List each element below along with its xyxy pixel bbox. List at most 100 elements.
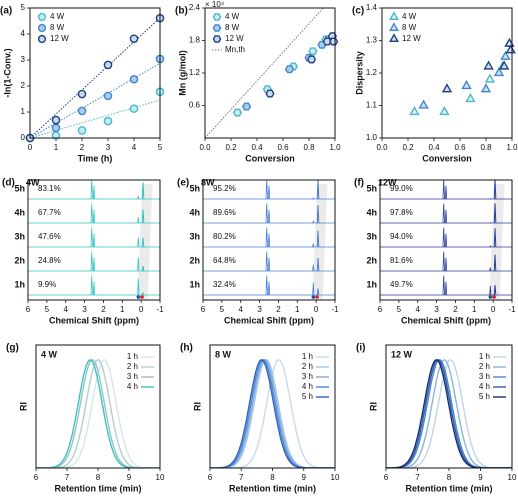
time-label: 2h: [14, 255, 25, 265]
marker-dot: [488, 295, 493, 299]
panel-label: (b): [175, 6, 188, 17]
x-tick-label: 9: [302, 473, 307, 482]
legend-label: 4 W: [50, 12, 65, 21]
legend-label: 2 h: [127, 362, 138, 371]
data-point: [465, 93, 476, 103]
data-point: [103, 91, 113, 101]
data-point: [265, 89, 275, 98]
monomer-peak: [137, 237, 140, 248]
conversion-label: 9.9%: [38, 280, 56, 289]
spectrum-peak: [265, 251, 271, 272]
x-tick-label: 2: [453, 305, 458, 314]
spectrum-peak: [265, 227, 271, 248]
conversion-label: 64.8%: [213, 256, 236, 265]
marker-dot: [492, 295, 496, 299]
product-peak: [493, 254, 497, 272]
frame: [204, 7, 336, 139]
gpc-curve: [386, 359, 512, 468]
marker-dot: [311, 295, 316, 299]
x-tick-label: 2: [101, 305, 106, 314]
data-point: [51, 123, 61, 133]
time-label: 3h: [366, 231, 377, 241]
y-tick-label: 0: [21, 133, 26, 142]
fit-line: [30, 62, 160, 138]
legend-label: 8 W: [50, 23, 65, 32]
frame: [35, 344, 161, 469]
marker-dot: [140, 295, 144, 299]
legend-label: 2 h: [302, 362, 313, 371]
panel-label: (g): [6, 343, 19, 354]
legend-label: 5 h: [479, 392, 490, 401]
data-point: [500, 50, 511, 60]
gpc-curve: [36, 359, 160, 468]
fit-line: [30, 17, 160, 138]
x-tick-label: 10: [331, 473, 340, 482]
x-axis-label: Conversion: [422, 153, 472, 163]
panel-label: (i): [356, 343, 365, 354]
data-point: [493, 67, 505, 77]
legend-marker: [389, 11, 399, 21]
monomer-peak: [489, 245, 492, 248]
legend-label: 4 h: [127, 382, 138, 391]
y-tick-label: 4: [21, 29, 26, 38]
monomer-peak: [312, 243, 315, 248]
y-tick-label: 1.8: [189, 36, 201, 45]
gpc-curve: [386, 359, 512, 468]
x-tick-label: 0.6: [277, 143, 289, 152]
data-point: [129, 104, 139, 113]
time-label: 1h: [14, 279, 25, 289]
legend-marker: [37, 12, 47, 22]
legend-marker: [37, 23, 47, 33]
spectrum-peak: [442, 180, 448, 200]
data-point: [103, 116, 113, 126]
legend-label: 3 h: [479, 372, 490, 381]
frame: [29, 7, 161, 139]
y-tick-label: 1.4: [366, 3, 378, 12]
legend-marker: [212, 13, 222, 21]
x-tick-label: 6: [201, 305, 206, 314]
spectrum-peak: [90, 251, 96, 272]
y-tick-label: 1.2: [189, 68, 201, 77]
x-tick-label: 8: [270, 473, 275, 482]
conversion-label: 67.7%: [38, 208, 61, 217]
product-peak: [493, 285, 497, 296]
y-tick-label: 1: [21, 107, 26, 116]
axis-multiplier: × 10⁴: [205, 0, 225, 9]
y-tick-label: 1.0: [366, 133, 378, 142]
x-tick-label: 0.2: [402, 143, 414, 152]
gpc-curve: [386, 359, 512, 468]
spectrum-peak: [265, 203, 271, 224]
conversion-label: 80.2%: [213, 232, 236, 241]
spectrum-peak: [442, 251, 448, 272]
time-label: 5h: [14, 183, 25, 193]
x-tick-label: 0.4: [251, 143, 263, 152]
x-axis-label: Retention time (min): [55, 483, 142, 493]
x-tick-label: 5: [158, 143, 163, 152]
product-peak: [141, 291, 145, 296]
x-tick-label: 1: [472, 305, 477, 314]
data-point: [441, 83, 453, 93]
x-tick-label: 6: [208, 473, 213, 482]
product-peak: [141, 209, 145, 224]
x-tick-label: 0.4: [428, 143, 440, 152]
y-axis-label: Dispersity: [354, 51, 364, 95]
data-point: [409, 106, 420, 116]
product-peak: [316, 258, 320, 272]
x-axis-label: Chemical Shift (ppm): [401, 315, 491, 325]
plot-area: [210, 359, 335, 468]
conversion-label: 95.2%: [213, 184, 236, 193]
x-tick-label: 1.0: [506, 143, 518, 152]
data-point: [129, 34, 139, 43]
x-tick-label: 7: [239, 473, 244, 482]
data-point: [232, 108, 243, 117]
data-point: [504, 37, 515, 47]
panel-series-label: 12 W: [391, 349, 413, 359]
y-tick-label: 2: [21, 81, 26, 90]
x-tick-label: 1: [54, 143, 59, 152]
plot-area: [36, 359, 160, 468]
legend-marker: [212, 35, 222, 43]
x-tick-label: 0.0: [199, 143, 211, 152]
product-peak: [141, 182, 145, 200]
conversion-label: 97.8%: [390, 208, 413, 217]
x-tick-label: 5: [220, 305, 225, 314]
